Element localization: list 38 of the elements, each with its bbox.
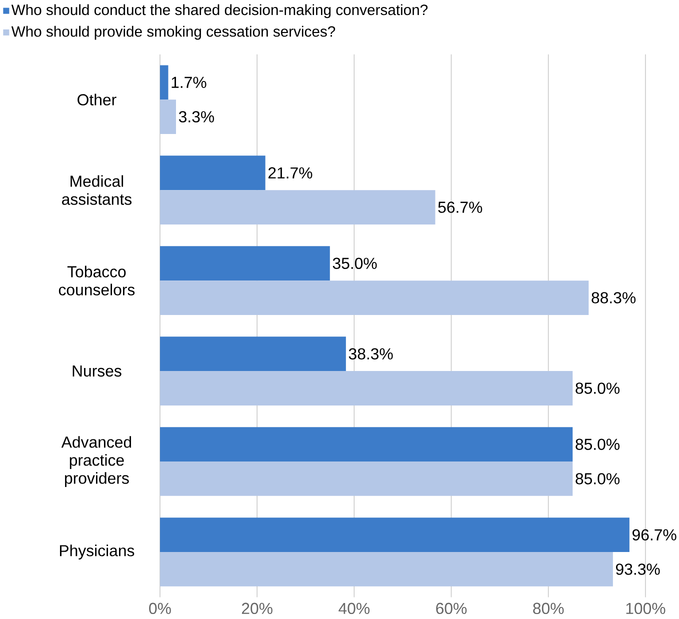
- x-tick-label: 80%: [533, 602, 564, 614]
- data-label: 21.7%: [268, 167, 312, 178]
- y-tick-label: Nurses: [72, 365, 122, 376]
- bar: [160, 370, 573, 406]
- x-tick-label: 100%: [626, 602, 666, 614]
- bar: [160, 99, 176, 134]
- data-label: 38.3%: [348, 348, 393, 360]
- data-label: 56.7%: [438, 201, 482, 213]
- x-tick-label: 60%: [436, 602, 467, 614]
- bar: [160, 280, 589, 315]
- bar: [160, 156, 266, 190]
- x-tick-label: 20%: [242, 602, 272, 614]
- legend-label: Who should conduct the shared decision-making conversation?: [11, 4, 428, 18]
- bar: [160, 426, 573, 462]
- data-label: 93.3%: [616, 563, 660, 575]
- data-label: 85.0%: [576, 382, 620, 394]
- bar: [160, 517, 630, 552]
- data-label: 85.0%: [576, 472, 620, 484]
- y-tick-label: Tobacco counselors: [58, 266, 135, 296]
- data-label: 96.7%: [632, 529, 676, 540]
- bar: [160, 336, 346, 371]
- x-tick-label: 0%: [149, 602, 171, 614]
- data-label: 35.0%: [332, 258, 377, 269]
- y-tick-label: Medical assistants: [62, 175, 132, 205]
- bar: [160, 246, 330, 280]
- y-tick-label: Physicians: [60, 544, 134, 560]
- x-tick-label: 40%: [338, 602, 370, 614]
- bar: [160, 552, 613, 586]
- bar: [160, 461, 573, 496]
- data-label: 88.3%: [592, 292, 636, 304]
- y-tick-label: Other: [78, 94, 116, 106]
- y-tick-label: Advanced practice providers: [61, 436, 132, 487]
- bar: [160, 190, 436, 224]
- data-label: 3.3%: [178, 110, 214, 122]
- bar: [160, 65, 168, 100]
- legend-label: Who should provide smoking cessation services?: [11, 26, 336, 40]
- data-label: 1.7%: [172, 76, 206, 88]
- data-label: 85.0%: [576, 438, 620, 450]
